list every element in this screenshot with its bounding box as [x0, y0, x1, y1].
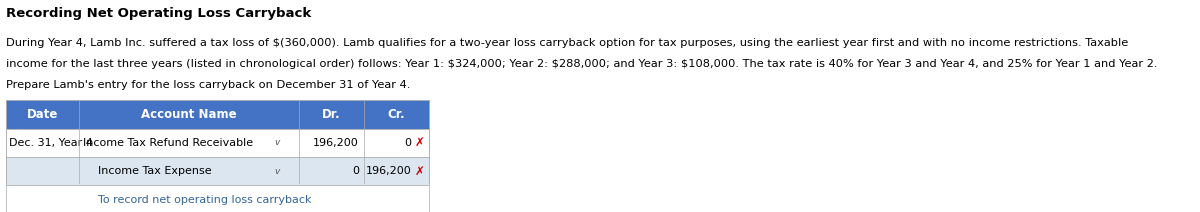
Text: ✗: ✗ [415, 165, 425, 178]
FancyBboxPatch shape [6, 100, 428, 129]
Text: 0: 0 [404, 138, 412, 148]
Text: ✗: ✗ [415, 136, 425, 149]
Text: 0: 0 [352, 166, 359, 176]
Text: Income Tax Refund Receivable: Income Tax Refund Receivable [83, 138, 253, 148]
FancyBboxPatch shape [6, 186, 428, 212]
Text: 196,200: 196,200 [313, 138, 359, 148]
Text: Date: Date [26, 108, 58, 121]
Text: Dec. 31, Year 4: Dec. 31, Year 4 [10, 138, 94, 148]
Text: Prepare Lamb's entry for the loss carryback on December 31 of Year 4.: Prepare Lamb's entry for the loss carryb… [6, 80, 410, 90]
Text: During Year 4, Lamb Inc. suffered a tax loss of $(360,000). Lamb qualifies for a: During Year 4, Lamb Inc. suffered a tax … [6, 38, 1128, 48]
Text: Account Name: Account Name [140, 108, 236, 121]
Text: Recording Net Operating Loss Carryback: Recording Net Operating Loss Carryback [6, 7, 312, 20]
Text: Dr.: Dr. [322, 108, 341, 121]
Text: Cr.: Cr. [388, 108, 404, 121]
FancyBboxPatch shape [6, 157, 428, 186]
Text: Income Tax Expense: Income Tax Expense [98, 166, 211, 176]
Text: v: v [275, 167, 280, 176]
FancyBboxPatch shape [6, 129, 428, 157]
Text: v: v [275, 138, 280, 147]
Text: income for the last three years (listed in chronological order) follows: Year 1:: income for the last three years (listed … [6, 59, 1158, 69]
Text: To record net operating loss carryback: To record net operating loss carryback [98, 195, 312, 205]
Text: 196,200: 196,200 [366, 166, 412, 176]
